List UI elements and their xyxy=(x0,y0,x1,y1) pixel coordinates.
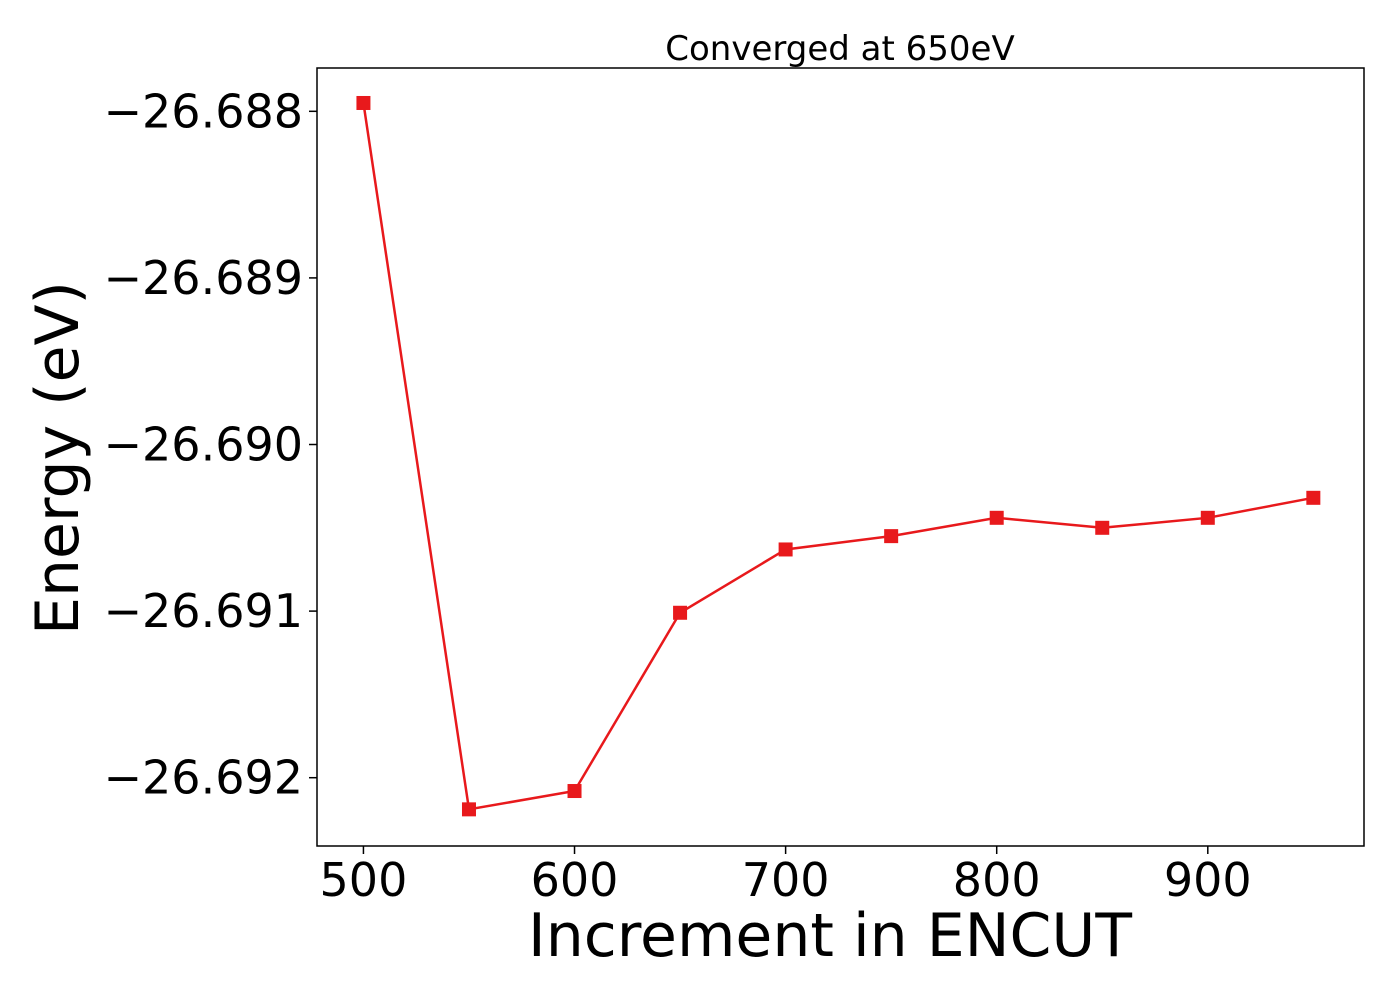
data-point-850 xyxy=(1095,520,1110,535)
data-point-550 xyxy=(461,802,476,817)
data-point-500 xyxy=(356,95,371,110)
y-axis: −26.688 −26.689 −26.690 −26.691 −26.692 xyxy=(104,84,317,805)
y-tick-label: −26.691 xyxy=(104,584,304,638)
y-tick-label: −26.692 xyxy=(104,751,304,805)
data-point-800 xyxy=(989,510,1004,525)
y-tick-label: −26.690 xyxy=(104,418,304,472)
data-point-900 xyxy=(1200,510,1215,525)
y-axis-title: Energy (eV) xyxy=(23,281,93,635)
series-layer xyxy=(356,95,1321,817)
x-axis: 500 600 700 800 900 xyxy=(320,846,1252,907)
data-point-650 xyxy=(673,605,688,620)
x-tick-label: 700 xyxy=(742,853,830,907)
data-point-700 xyxy=(778,542,793,557)
x-tick-label: 500 xyxy=(320,853,408,907)
chart-title: Converged at 650eV xyxy=(665,29,1014,69)
y-tick-label: −26.689 xyxy=(104,251,304,305)
data-point-750 xyxy=(884,529,899,544)
x-axis-title: Increment in ENCUT xyxy=(528,901,1132,971)
data-point-950 xyxy=(1306,490,1321,505)
x-tick-label: 900 xyxy=(1164,853,1252,907)
x-tick-label: 600 xyxy=(531,853,619,907)
series-line xyxy=(362,102,1314,811)
data-point-600 xyxy=(567,784,582,799)
x-tick-label: 800 xyxy=(953,853,1041,907)
plot-area-frame xyxy=(316,67,1365,847)
y-tick-label: −26.688 xyxy=(104,84,304,138)
